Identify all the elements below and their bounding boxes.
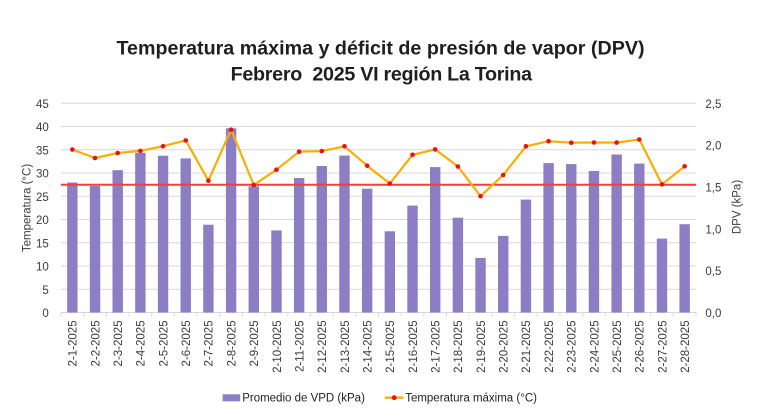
svg-text:Promedio de VPD (kPa): Promedio de VPD (kPa) bbox=[242, 392, 365, 404]
svg-text:2-19-2025: 2-19-2025 bbox=[476, 320, 488, 372]
svg-text:2-28-2025: 2-28-2025 bbox=[680, 320, 692, 372]
svg-text:2,0: 2,0 bbox=[705, 141, 721, 153]
svg-text:2-15-2025: 2-15-2025 bbox=[385, 320, 397, 372]
svg-text:0,0: 0,0 bbox=[705, 308, 721, 320]
svg-text:25: 25 bbox=[36, 192, 49, 204]
svg-text:2-18-2025: 2-18-2025 bbox=[453, 320, 465, 372]
svg-text:DPV (kPa): DPV (kPa) bbox=[732, 180, 744, 234]
svg-text:Temperatura (°C): Temperatura (°C) bbox=[22, 164, 34, 252]
svg-text:30: 30 bbox=[36, 169, 49, 181]
svg-text:2-10-2025: 2-10-2025 bbox=[272, 320, 284, 372]
svg-text:35: 35 bbox=[36, 145, 49, 157]
svg-text:10: 10 bbox=[36, 262, 49, 274]
svg-text:2-27-2025: 2-27-2025 bbox=[657, 320, 669, 372]
svg-text:15: 15 bbox=[36, 238, 49, 250]
svg-text:2-25-2025: 2-25-2025 bbox=[612, 320, 624, 372]
svg-text:2-1-2025: 2-1-2025 bbox=[68, 320, 80, 366]
svg-text:2-4-2025: 2-4-2025 bbox=[136, 320, 148, 366]
svg-text:2-12-2025: 2-12-2025 bbox=[317, 320, 329, 372]
svg-text:Temperatura máxima (°C): Temperatura máxima (°C) bbox=[405, 392, 537, 404]
svg-text:2-5-2025: 2-5-2025 bbox=[158, 320, 170, 366]
svg-text:2,5: 2,5 bbox=[705, 99, 721, 111]
svg-text:1,5: 1,5 bbox=[705, 183, 721, 195]
svg-text:2-22-2025: 2-22-2025 bbox=[544, 320, 556, 372]
svg-text:2-20-2025: 2-20-2025 bbox=[499, 320, 511, 372]
svg-text:2-24-2025: 2-24-2025 bbox=[589, 320, 601, 372]
svg-text:1,0: 1,0 bbox=[705, 224, 721, 236]
svg-text:20: 20 bbox=[36, 215, 49, 227]
svg-text:2-11-2025: 2-11-2025 bbox=[294, 320, 306, 372]
svg-text:2-21-2025: 2-21-2025 bbox=[521, 320, 533, 372]
svg-text:0,5: 0,5 bbox=[705, 266, 721, 278]
svg-text:2-23-2025: 2-23-2025 bbox=[567, 320, 579, 372]
svg-text:2-7-2025: 2-7-2025 bbox=[204, 320, 216, 366]
svg-text:2-8-2025: 2-8-2025 bbox=[226, 320, 238, 366]
svg-text:2-16-2025: 2-16-2025 bbox=[408, 320, 420, 372]
svg-text:2-17-2025: 2-17-2025 bbox=[431, 320, 443, 372]
svg-text:2-14-2025: 2-14-2025 bbox=[362, 320, 374, 372]
svg-text:Temperatura máxima y déficit d: Temperatura máxima y déficit de presión … bbox=[116, 37, 644, 59]
svg-text:0: 0 bbox=[42, 308, 48, 320]
svg-text:2-13-2025: 2-13-2025 bbox=[340, 320, 352, 372]
svg-text:2-6-2025: 2-6-2025 bbox=[181, 320, 193, 366]
svg-text:Febrero 2025 VI región La Tor: Febrero 2025 VI región La Torina bbox=[231, 63, 533, 85]
svg-text:5: 5 bbox=[42, 285, 48, 297]
svg-text:2-2-2025: 2-2-2025 bbox=[90, 320, 102, 366]
svg-text:2-3-2025: 2-3-2025 bbox=[113, 320, 125, 366]
svg-text:2-9-2025: 2-9-2025 bbox=[249, 320, 261, 366]
svg-text:2-26-2025: 2-26-2025 bbox=[635, 320, 647, 372]
svg-text:40: 40 bbox=[36, 122, 49, 134]
svg-text:45: 45 bbox=[36, 99, 49, 111]
